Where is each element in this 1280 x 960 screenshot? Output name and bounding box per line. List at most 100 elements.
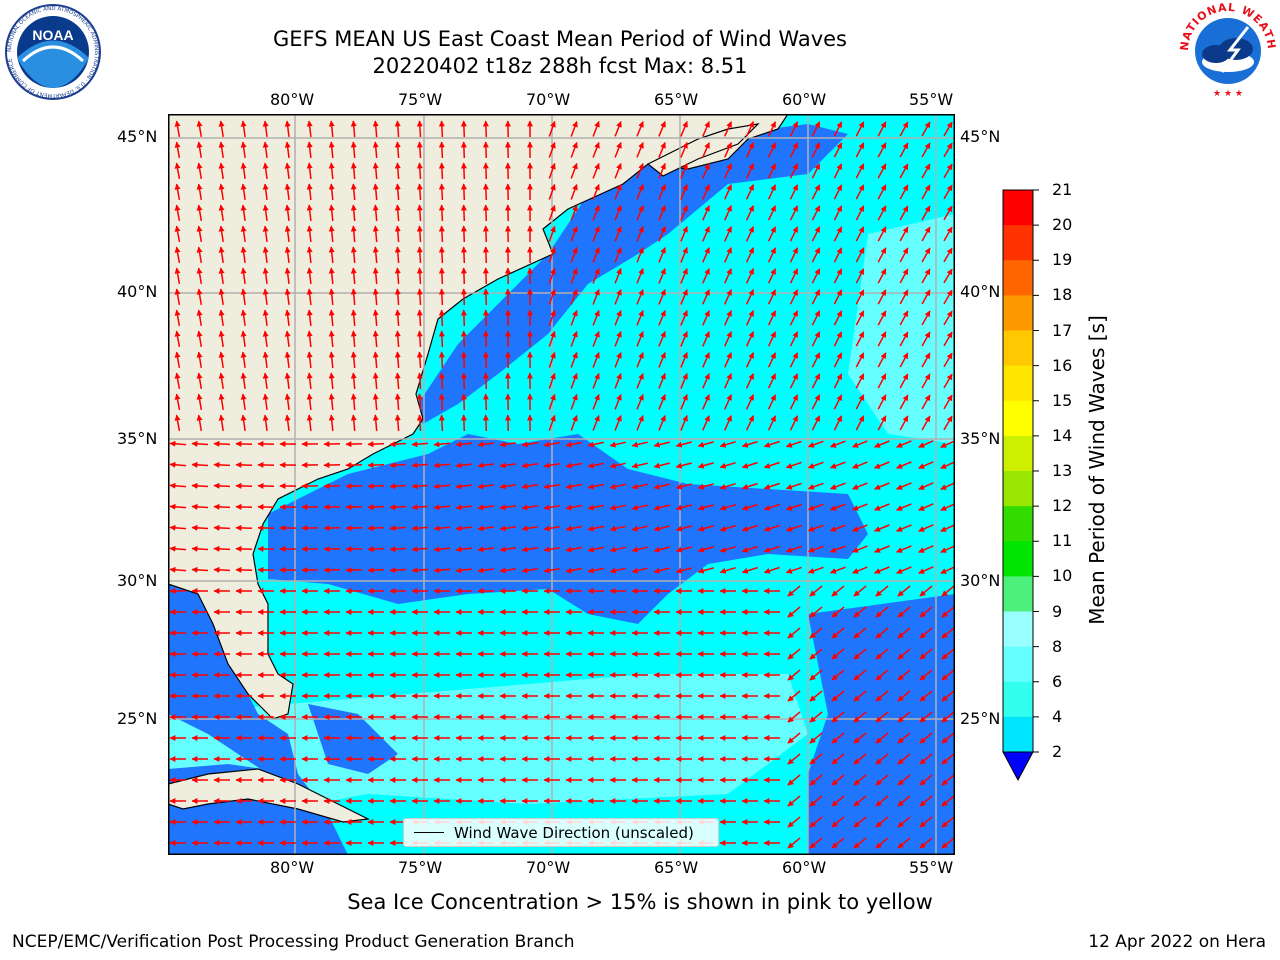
wind-wave-arrow <box>896 503 912 511</box>
wind-wave-arrow <box>262 330 269 347</box>
wind-wave-arrow <box>477 546 494 553</box>
lat-label-40-left: 40°N <box>117 282 158 301</box>
wind-wave-arrow <box>680 268 688 284</box>
wind-wave-arrow <box>811 310 821 326</box>
wind-wave-arrow <box>411 441 429 448</box>
wind-wave-arrow <box>941 795 955 807</box>
wind-wave-arrow <box>919 669 933 681</box>
lon-label-65-bottom: 65°W <box>654 858 699 877</box>
wind-wave-arrow <box>852 524 868 532</box>
wind-wave-arrow <box>943 142 953 158</box>
wind-wave-arrow <box>897 648 911 660</box>
wind-wave-arrow <box>719 503 736 511</box>
wind-wave-arrow <box>724 352 732 368</box>
wind-wave-arrow <box>240 267 247 285</box>
colorbar-tick-label: 9 <box>1052 601 1063 621</box>
wind-wave-arrow <box>218 267 225 285</box>
wind-wave-arrow <box>874 545 890 553</box>
wind-wave-arrow <box>831 669 845 681</box>
wind-wave-arrow <box>833 394 843 410</box>
wind-wave-arrow <box>899 121 909 137</box>
wind-wave-arrow <box>191 482 209 489</box>
wind-wave-arrow <box>811 142 821 158</box>
wind-wave-arrow <box>921 310 931 326</box>
wind-wave-arrow <box>787 648 801 660</box>
map-panel <box>168 114 955 855</box>
wind-wave-arrow <box>855 310 865 326</box>
wind-wave-arrow <box>570 309 578 326</box>
wind-wave-arrow <box>262 246 269 263</box>
wind-wave-arrow <box>284 246 291 263</box>
wind-wave-arrow <box>855 205 865 221</box>
wind-wave-arrow <box>831 606 845 618</box>
wind-wave-arrow <box>919 606 933 618</box>
wind-wave-arrow <box>367 567 385 574</box>
wind-wave-arrow <box>570 288 578 305</box>
wind-wave-arrow <box>587 483 604 490</box>
wind-wave-arrow <box>482 309 489 327</box>
wind-wave-arrow <box>941 732 955 744</box>
wind-wave-arrow <box>680 310 688 326</box>
wind-wave-arrow <box>941 816 955 828</box>
wind-wave-arrow <box>789 373 799 389</box>
wind-wave-arrow <box>174 120 181 138</box>
wind-wave-arrow <box>897 774 911 786</box>
wind-wave-arrow <box>416 414 423 432</box>
wind-wave-arrow <box>548 309 556 326</box>
wind-wave-arrow <box>460 141 467 159</box>
wind-wave-arrow <box>609 525 626 532</box>
wind-wave-arrow <box>899 415 909 431</box>
wind-wave-arrow <box>169 440 187 447</box>
wind-wave-arrow <box>631 483 648 490</box>
wind-wave-arrow <box>899 226 909 242</box>
wind-wave-arrow <box>240 372 247 390</box>
wind-wave-arrow <box>919 837 933 849</box>
wind-wave-arrow <box>438 414 445 432</box>
wind-wave-arrow <box>482 204 489 222</box>
colorbar-segment <box>1003 260 1033 296</box>
wind-wave-arrow <box>919 816 933 828</box>
colorbar-tick-label: 18 <box>1052 285 1073 305</box>
wind-wave-arrow <box>745 184 755 200</box>
wind-wave-arrow <box>724 331 732 347</box>
wind-wave-arrow <box>416 288 423 306</box>
wind-wave-arrow <box>787 774 801 786</box>
wind-wave-arrow <box>328 393 335 411</box>
wind-wave-arrow <box>394 393 401 411</box>
wind-wave-arrow <box>702 394 710 410</box>
wind-wave-arrow <box>702 247 710 263</box>
wind-wave-arrow <box>372 225 379 243</box>
wind-wave-arrow <box>455 546 473 553</box>
wind-wave-arrow <box>724 394 732 410</box>
wind-wave-arrow <box>235 524 253 531</box>
wind-wave-arrow <box>213 482 231 489</box>
wind-wave-arrow <box>940 461 955 469</box>
wind-wave-arrow <box>460 351 467 369</box>
wind-wave-arrow <box>240 414 247 432</box>
wind-wave-arrow <box>653 483 670 490</box>
wind-wave-arrow <box>919 648 933 660</box>
wind-wave-arrow <box>899 142 909 158</box>
wind-wave-arrow <box>702 121 710 137</box>
wind-wave-arrow <box>896 566 912 574</box>
wind-wave-arrow <box>719 566 736 574</box>
wind-wave-arrow <box>940 503 955 511</box>
wind-wave-arrow <box>899 163 909 179</box>
wind-wave-arrow <box>284 183 291 200</box>
wind-wave-arrow <box>918 482 934 490</box>
wind-wave-arrow <box>592 141 600 158</box>
wind-wave-arrow <box>833 247 843 263</box>
lon-label-80-top: 80°W <box>270 90 315 109</box>
wind-wave-arrow <box>213 545 231 552</box>
wind-wave-arrow <box>653 525 670 532</box>
wind-wave-arrow <box>680 163 688 179</box>
wind-wave-arrow <box>455 462 473 469</box>
wind-wave-arrow <box>636 163 644 179</box>
wind-wave-arrow <box>787 606 801 618</box>
wind-wave-arrow <box>609 504 626 511</box>
wind-wave-arrow <box>875 816 889 828</box>
wind-wave-arrow <box>609 567 626 574</box>
wind-wave-arrow <box>789 184 799 200</box>
wind-wave-arrow <box>499 546 517 553</box>
wind-wave-arrow <box>631 546 648 553</box>
